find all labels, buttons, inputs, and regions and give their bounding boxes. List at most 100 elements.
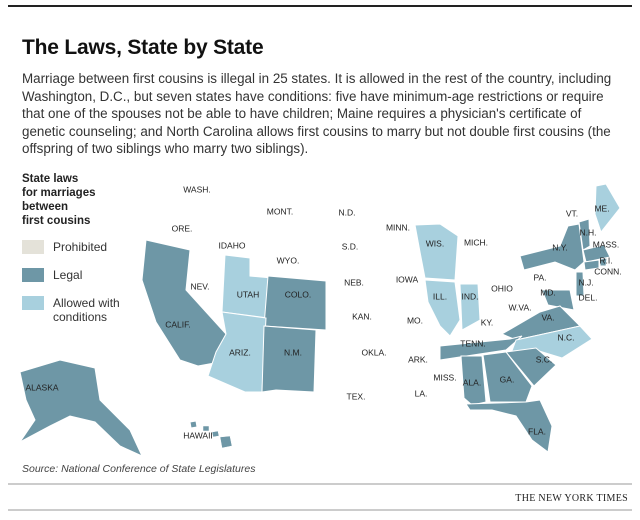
state-border xyxy=(311,329,401,396)
legend-item: Allowed with conditions xyxy=(22,296,133,324)
state-label: PA. xyxy=(533,272,546,282)
state-shape xyxy=(424,279,461,337)
state-label: NEV. xyxy=(190,281,209,291)
state-label: N.C. xyxy=(558,332,575,342)
state-shape xyxy=(141,239,227,367)
state-border xyxy=(325,197,331,331)
state-shape xyxy=(578,218,591,251)
island xyxy=(202,425,210,432)
state-label: KAN. xyxy=(352,311,372,321)
state-border xyxy=(147,221,246,249)
state-label: IDAHO xyxy=(219,240,246,250)
state-shape xyxy=(261,325,317,393)
legend-swatch xyxy=(22,240,44,254)
state-label: OKLA. xyxy=(361,347,386,357)
state-label: VA. xyxy=(541,312,554,322)
state-label: N.J. xyxy=(578,277,593,287)
state-label: R.I. xyxy=(599,255,612,265)
state-shape xyxy=(465,399,553,453)
state-label: N.M. xyxy=(284,347,302,357)
state-label: ILL. xyxy=(433,291,447,301)
state-label: MINN. xyxy=(386,222,410,232)
legend-title-line: between xyxy=(22,201,69,213)
source: Source: National Conference of State Leg… xyxy=(22,463,256,475)
state-shape xyxy=(599,257,608,267)
states xyxy=(19,183,621,458)
state-label: DEL. xyxy=(579,292,598,302)
state-labels: WASH. MONT. N.D. MINN. ORE. IDAHO S.D. WIS. MICH… xyxy=(25,184,621,440)
state-label: WYO. xyxy=(277,255,300,265)
state-shape xyxy=(19,359,144,458)
state-border xyxy=(329,329,441,339)
legend-title: State laws for marriages between first cous… xyxy=(22,172,96,228)
state-label: HAWAII xyxy=(183,430,213,440)
legend-label: Allowed with conditions xyxy=(53,296,120,324)
state-shape xyxy=(582,244,611,263)
state-border xyxy=(459,274,541,291)
state-label: ORE. xyxy=(172,223,193,233)
state-label: TENN. xyxy=(460,338,486,348)
state-shape xyxy=(541,289,575,311)
state-label: IOWA xyxy=(396,274,419,284)
state-label: UTAH xyxy=(237,289,260,299)
state-shape xyxy=(482,351,533,403)
title: The Laws, State by State xyxy=(22,36,264,59)
state-label: WASH. xyxy=(183,184,211,194)
state-shape xyxy=(594,183,621,234)
state-label: MASS. xyxy=(593,239,619,249)
state-label: FLA. xyxy=(528,426,546,436)
legend-title-line: for marriages xyxy=(22,187,96,199)
state-shape xyxy=(221,254,273,319)
island xyxy=(211,430,220,438)
state-label: COLO. xyxy=(285,289,311,299)
state-shape xyxy=(263,275,327,331)
state-label: CONN. xyxy=(594,266,621,276)
state-shape xyxy=(575,271,585,297)
state-label: KY. xyxy=(481,317,494,327)
state-label: LA. xyxy=(415,388,428,398)
state-label: N.Y. xyxy=(552,242,567,252)
state-label: S.D. xyxy=(342,241,359,251)
state-shape xyxy=(189,420,198,429)
state-label: ARIZ. xyxy=(229,347,251,357)
state-shape xyxy=(459,283,481,331)
island xyxy=(219,435,233,449)
legend-item: Legal xyxy=(22,268,133,282)
state-border xyxy=(264,274,411,283)
state-label: ALA. xyxy=(463,377,481,387)
description: Marriage between first cousins is illega… xyxy=(22,71,612,156)
state-label: MO. xyxy=(407,315,423,325)
state-label: GA. xyxy=(500,374,515,384)
state-label: MISS. xyxy=(433,372,456,382)
state-label: OHIO xyxy=(491,283,513,293)
state-label: ME. xyxy=(594,203,609,213)
state-label: ALASKA xyxy=(25,382,58,392)
legend-swatch xyxy=(22,296,44,310)
legend-label: Prohibited xyxy=(53,240,108,254)
state-shape xyxy=(505,347,557,387)
state-shape xyxy=(583,259,600,271)
credit: THE NEW YORK TIMES xyxy=(515,493,628,504)
state-label: NEB. xyxy=(344,277,364,287)
state-label: S.C. xyxy=(536,354,553,364)
state-label: WIS. xyxy=(426,238,444,248)
state-label: CALIF. xyxy=(165,319,191,329)
state-label: VT. xyxy=(566,208,578,218)
state-border xyxy=(399,201,441,405)
legend-swatch xyxy=(22,268,44,282)
state-shape xyxy=(439,335,523,361)
state-label: MICH. xyxy=(464,237,488,247)
legend-item: Prohibited xyxy=(22,240,133,254)
legend-title-line: State laws xyxy=(22,173,79,185)
state-label: N.D. xyxy=(339,207,356,217)
state-label: N.H. xyxy=(580,227,597,237)
state-label: MD. xyxy=(540,287,556,297)
state-shape xyxy=(414,223,459,281)
legend-label: Legal xyxy=(53,268,83,282)
state-label: MONT. xyxy=(267,206,293,216)
state-border xyxy=(244,189,251,259)
state-label: IND. xyxy=(462,291,479,301)
